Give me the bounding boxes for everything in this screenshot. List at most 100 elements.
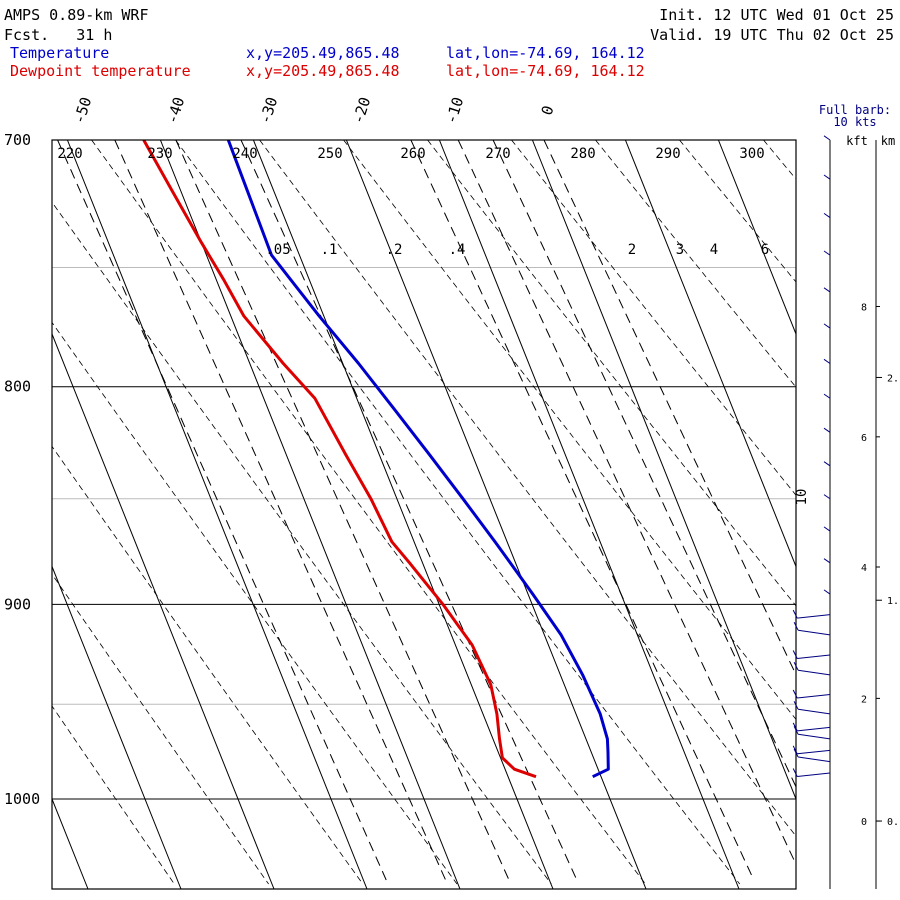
- mixing-ratio-line: [57, 140, 387, 881]
- isotherm-label-right: 10: [794, 489, 810, 506]
- temperature-profile-line: [226, 140, 610, 779]
- wind-barb: [823, 589, 831, 595]
- temperature-tick-label: -60: [0, 95, 2, 126]
- theta-label: 240: [232, 146, 257, 162]
- wind-barb: [797, 654, 831, 659]
- temperature-tick-label: -10: [442, 95, 467, 126]
- wind-barb-flag: [793, 701, 799, 710]
- dry-adiabat: [52, 445, 364, 885]
- dry-adiabat: [259, 140, 796, 837]
- wind-barb: [823, 250, 831, 256]
- dry-adiabat: [175, 140, 741, 885]
- wind-barb: [798, 756, 831, 763]
- dewpoint-profile-line: [142, 140, 537, 779]
- dry-adiabat: [511, 140, 796, 496]
- isotherm: [52, 797, 89, 889]
- wind-barb: [823, 461, 831, 467]
- temperature-tick-label: -40: [163, 95, 188, 126]
- mixing-ratio-label: 3: [676, 242, 684, 258]
- forecast-hour: Fcst. 31 h: [4, 26, 112, 44]
- wind-barb: [823, 558, 831, 564]
- pressure-label: 900: [4, 595, 31, 613]
- legend-dewpoint-label: Dewpoint temperature: [10, 62, 191, 80]
- km-label: 1.: [887, 596, 899, 607]
- wind-barb-flag: [793, 661, 799, 671]
- pressure-label: 700: [4, 131, 31, 149]
- dry-adiabat: [679, 140, 796, 283]
- wind-barb: [798, 733, 831, 740]
- mixing-ratio-line: [240, 140, 578, 881]
- kft-label: 6: [861, 433, 867, 444]
- init-time: Init. 12 UTC Wed 01 Oct 25: [659, 6, 894, 24]
- isotherm: [531, 140, 796, 801]
- wind-barb: [823, 323, 831, 329]
- kft-unit-label: kft: [846, 134, 868, 148]
- dry-adiabat: [52, 705, 175, 885]
- mixing-ratio-line: [114, 140, 447, 881]
- wind-barb-panel: 8 6 4 2 0 2. 1. 0.: [792, 135, 899, 889]
- wind-barb: [797, 749, 831, 755]
- wind-barb: [798, 708, 831, 715]
- wind-panel-title: Full barb:: [819, 103, 891, 117]
- dry-adiabat: [52, 573, 269, 885]
- wind-barb: [823, 393, 831, 399]
- wind-barb: [823, 526, 831, 532]
- sounding-profiles: [142, 140, 610, 779]
- wind-barb-flag: [793, 726, 799, 735]
- isotherm: [252, 140, 554, 889]
- dry-adiabat: [343, 140, 796, 721]
- temperature-tick-label: -50: [70, 95, 95, 126]
- km-label: 0.: [887, 817, 899, 828]
- mixing-ratio-label: .1: [321, 242, 338, 258]
- mixing-ratio-label: 4: [710, 242, 718, 258]
- theta-label: 290: [655, 146, 680, 162]
- theta-label: 270: [485, 146, 510, 162]
- model-title: AMPS 0.89-km WRF: [4, 6, 149, 24]
- mixing-ratio-label: 6: [761, 242, 769, 258]
- kft-label: 2: [861, 694, 867, 705]
- theta-label: 230: [147, 146, 172, 162]
- legend-temperature-coords: x,y=205.49,865.48: [246, 44, 400, 62]
- isotherm: [811, 140, 900, 889]
- mixing-ratio-line: [410, 140, 755, 881]
- theta-label: 220: [57, 146, 82, 162]
- dry-adiabat: [52, 201, 552, 885]
- km-unit-label: km: [881, 134, 895, 148]
- mixing-ratio-label: .05: [265, 242, 290, 258]
- dry-adiabat: [52, 321, 458, 885]
- dry-adiabat: [427, 140, 796, 607]
- wind-barb: [798, 629, 831, 636]
- axis-labels: 7008009001000-70-60-50-40-30-20-10022023…: [0, 95, 810, 808]
- isotherm: [66, 140, 368, 889]
- kft-label: 8: [861, 302, 867, 313]
- wind-barb: [823, 287, 831, 293]
- wind-barb: [823, 212, 831, 218]
- dry-adiabat: [763, 140, 796, 180]
- mixing-ratio-line: [543, 140, 796, 676]
- isotherm: [345, 140, 647, 889]
- temperature-tick-label: 0: [538, 103, 558, 117]
- isotherm: [52, 565, 182, 889]
- wind-barb: [823, 494, 831, 500]
- isotherm: [159, 140, 461, 889]
- mixing-ratio-label: .4: [449, 242, 466, 258]
- theta-label: 280: [570, 146, 595, 162]
- valid-time: Valid. 19 UTC Thu 02 Oct 25: [650, 26, 894, 44]
- legend-dewpoint-coords: x,y=205.49,865.48: [246, 62, 400, 80]
- wind-barb-flag: [793, 748, 799, 758]
- legend-temperature-latlon: lat,lon=-74.69, 164.12: [446, 44, 645, 62]
- kft-label: 0: [861, 817, 867, 828]
- plot-frame: [51, 139, 797, 890]
- wind-barb: [797, 693, 831, 699]
- wind-barb-flag: [792, 689, 798, 699]
- wind-barb: [823, 358, 831, 364]
- mixing-ratio-line: [175, 140, 510, 881]
- legend-dewpoint-latlon: lat,lon=-74.69, 164.12: [446, 62, 645, 80]
- theta-label: 250: [317, 146, 342, 162]
- mixing-ratio-label: 2: [628, 242, 636, 258]
- temperature-tick-label: -20: [349, 95, 374, 126]
- wind-barb: [823, 174, 831, 180]
- wind-barb-flag: [792, 609, 798, 619]
- wind-barb-flag: [792, 745, 798, 755]
- wind-panel-subtitle: 10 kts: [833, 115, 876, 129]
